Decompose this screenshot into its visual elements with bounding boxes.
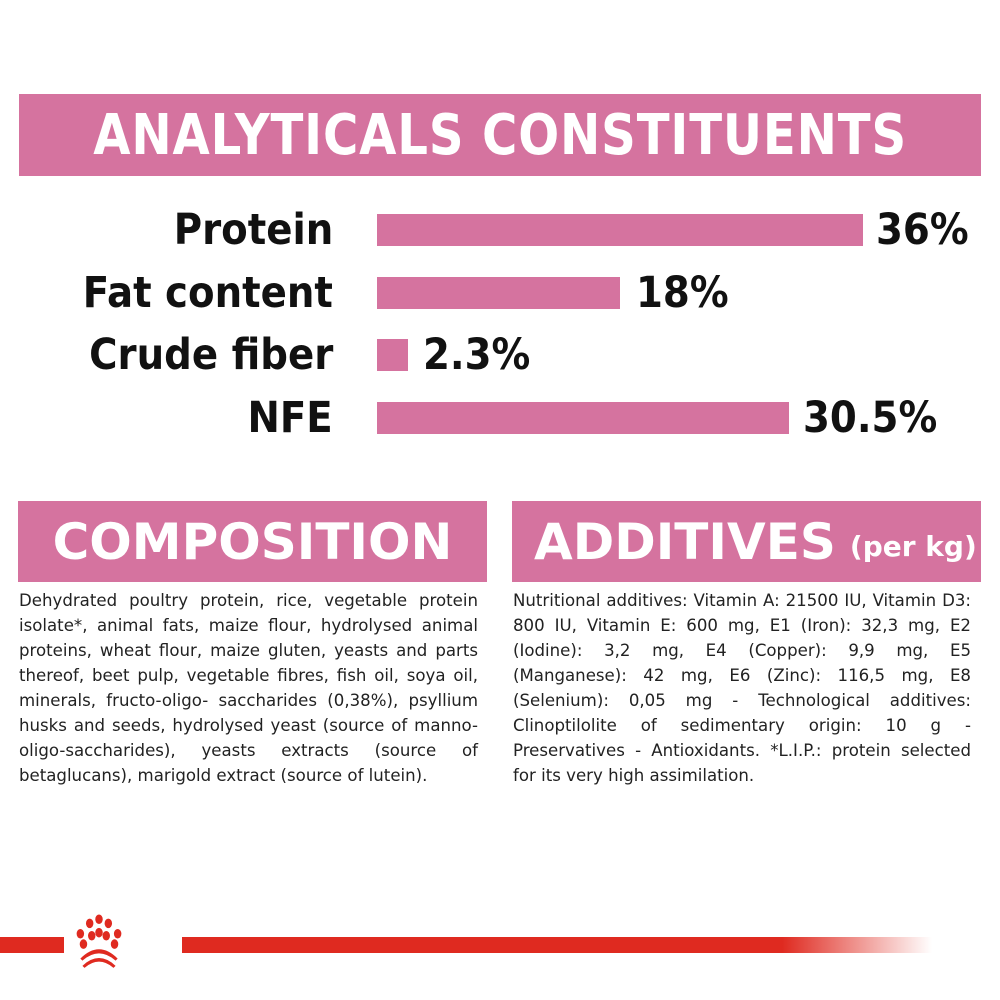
additives-subtitle: (per kg) [849, 530, 977, 563]
row-label-fiber: Crude fiber [88, 330, 333, 380]
red-stripe-right [182, 937, 932, 953]
additives-title: ADDITIVES [534, 512, 836, 571]
value-fiber: 2.3% [423, 330, 531, 380]
crown-logo-icon [76, 914, 122, 968]
row-label-protein: Protein [173, 205, 333, 255]
bar-protein [377, 214, 863, 246]
value-protein: 36% [876, 205, 969, 255]
red-stripe-left [0, 937, 64, 953]
bar-nfe [377, 402, 789, 434]
composition-header: COMPOSITION [18, 501, 487, 582]
value-nfe: 30.5% [803, 393, 938, 443]
additives-text: Nutritional additives: Vitamin A: 21500 … [513, 591, 971, 785]
value-fat: 18% [636, 268, 729, 318]
bar-fat [377, 277, 620, 309]
analyticals-header: ANALYTICALS CONSTITUENTS [19, 94, 981, 176]
composition-title: COMPOSITION [52, 512, 453, 571]
row-label-nfe: NFE [247, 393, 333, 443]
bar-fiber [377, 339, 408, 371]
additives-header: ADDITIVES (per kg) [512, 501, 981, 582]
composition-text: Dehydrated poultry protein, rice, vegeta… [19, 591, 478, 785]
analyticals-title: ANALYTICALS CONSTITUENTS [93, 102, 907, 168]
row-label-fat: Fat content [82, 268, 333, 318]
